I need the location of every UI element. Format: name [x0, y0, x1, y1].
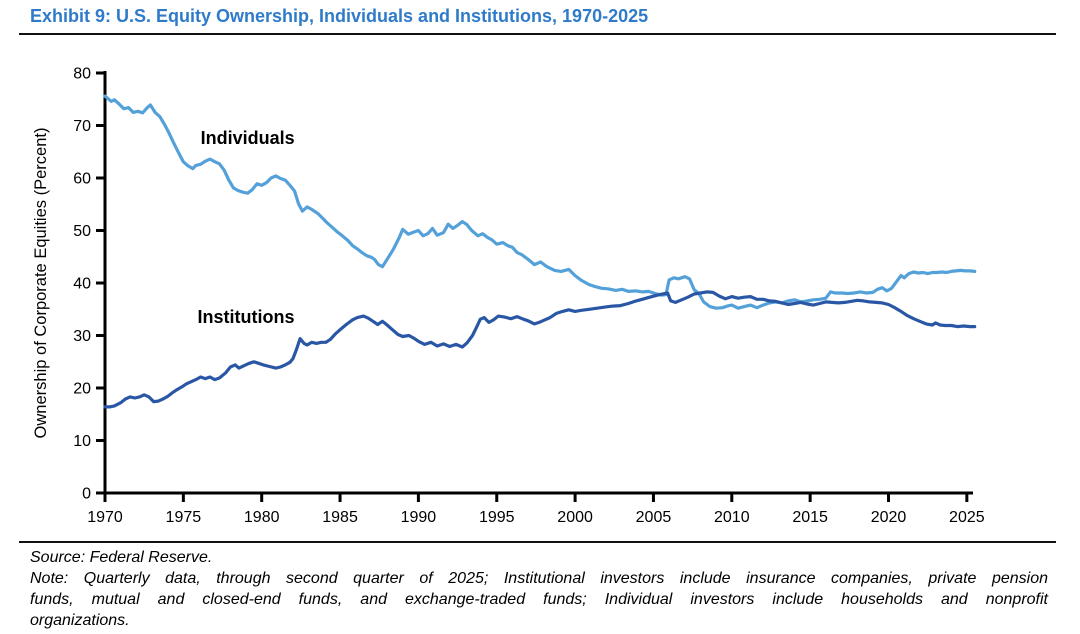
source-note: Source: Federal Reserve.: [30, 549, 213, 566]
footer-divider: [19, 541, 1056, 543]
y-axis-tick-label: 60: [73, 171, 91, 188]
y-axis-tick-label: 80: [73, 66, 91, 83]
note-line-2: funds, mutual and closed-end funds, and …: [30, 591, 1048, 608]
y-axis-tick-label: 70: [73, 118, 91, 135]
x-axis-tick-label: 2000: [557, 509, 593, 526]
y-axis-title: Ownership of Corporate Equities (Percent…: [32, 128, 50, 439]
note-line-3: organizations.: [30, 612, 130, 629]
x-axis-tick-label: 1985: [322, 509, 358, 526]
series-label-institutions: Institutions: [198, 307, 295, 327]
x-axis-tick-label: 1980: [244, 509, 280, 526]
y-axis-tick-label: 30: [73, 328, 91, 345]
series-line-individuals: [103, 94, 977, 310]
x-axis-tick-label: 1975: [166, 509, 202, 526]
series-label-individuals: Individuals: [201, 128, 295, 148]
y-axis-tick-label: 10: [73, 433, 91, 450]
y-axis-tick-label: 0: [82, 486, 91, 503]
title-divider: [19, 33, 1056, 35]
x-axis-tick-label: 2010: [714, 509, 750, 526]
y-axis-tick-label: 50: [73, 223, 91, 240]
y-axis-tick-label: 40: [73, 276, 91, 293]
x-axis-tick-label: 2020: [871, 509, 907, 526]
x-axis-tick-label: 1970: [87, 509, 123, 526]
footnotes: Source: Federal Reserve. Note: Quarterly…: [30, 547, 1048, 631]
exhibit-title: Exhibit 9: U.S. Equity Ownership, Indivi…: [30, 6, 649, 26]
x-axis-tick-label: 2015: [792, 509, 828, 526]
y-axis-tick-label: 20: [73, 381, 91, 398]
series-line-institutions: [103, 290, 977, 409]
note-line-1: Note: Quarterly data, through second qua…: [30, 570, 1048, 587]
x-axis-tick-label: 2005: [636, 509, 672, 526]
x-axis-tick-label: 1990: [401, 509, 437, 526]
x-axis-tick-label: 1995: [479, 509, 515, 526]
x-axis-tick-label: 2025: [949, 509, 985, 526]
